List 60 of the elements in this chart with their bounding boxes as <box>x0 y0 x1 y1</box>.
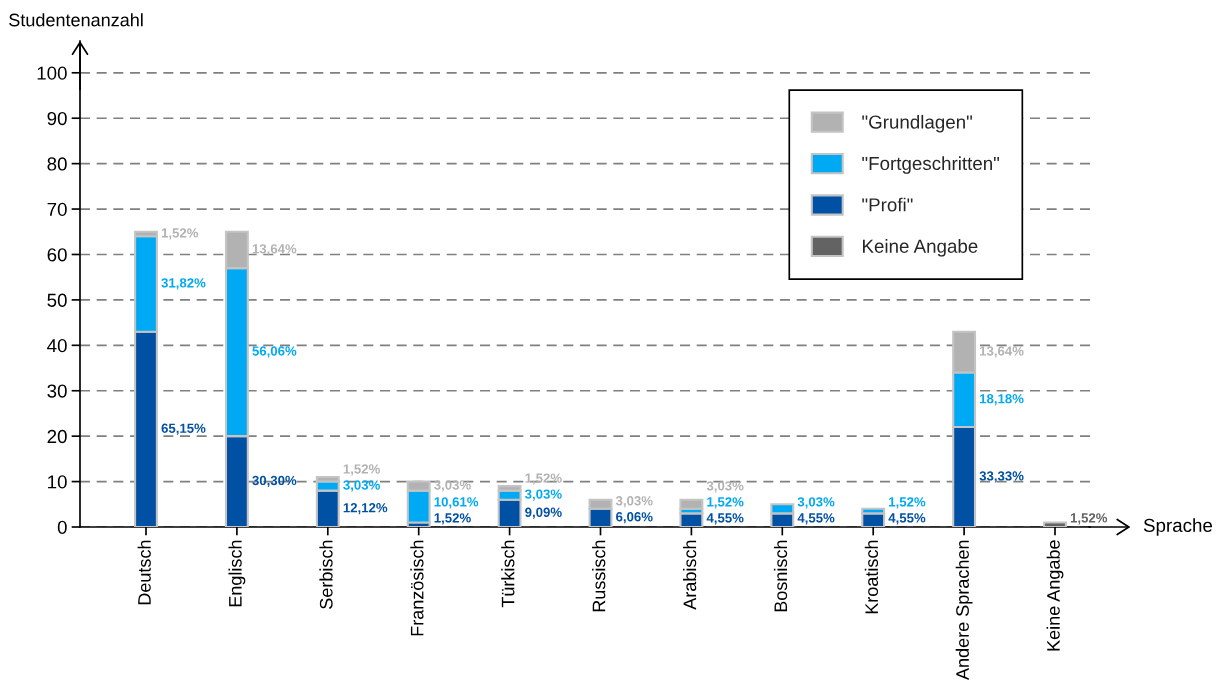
x-tick-label: Türkisch <box>501 540 515 608</box>
legend-label: Keine Angabe <box>863 239 978 257</box>
annotation: 13,64% <box>252 244 297 256</box>
annotation: 33,33% <box>979 471 1024 483</box>
annotation: 13,64% <box>980 346 1024 358</box>
annotation: 6,06% <box>616 512 653 524</box>
y-tick-label: 0 <box>57 520 67 534</box>
x-tick-label: Andere Sprachen <box>955 540 973 680</box>
y-tick-label: 50 <box>47 293 67 307</box>
annotation: 3,03% <box>797 497 835 509</box>
annotation: 3,03% <box>615 496 653 508</box>
y-tick-label: 70 <box>47 202 67 217</box>
y-tick-label: 20 <box>47 429 67 444</box>
x-tick-label: Russisch <box>592 540 606 612</box>
annotation: 3,03% <box>343 480 380 492</box>
annotation: 9,09% <box>525 507 562 519</box>
bar <box>861 512 886 527</box>
annotation: 12,12% <box>343 503 388 515</box>
bar <box>679 512 704 527</box>
bar <box>679 498 704 510</box>
y-tick-label: 100 <box>37 66 67 80</box>
annotation: 3,03% <box>524 489 562 501</box>
y-tick-label: 10 <box>48 475 67 489</box>
annotation: 1,52% <box>707 497 744 509</box>
annotation: 10,61% <box>434 497 479 509</box>
annotation: 1,52% <box>889 497 926 509</box>
annotation: 3,03% <box>706 481 744 493</box>
bar <box>1043 521 1067 527</box>
annotation: 65,15% <box>161 423 206 435</box>
y-tick-label: 60 <box>47 248 67 262</box>
annotation: 1,52% <box>525 473 562 485</box>
annotation: 30,30% <box>252 475 297 488</box>
x-tick-label: Keine Angabe <box>1046 540 1064 651</box>
y-tick-label: 90 <box>47 111 67 126</box>
annotation: 4,55% <box>888 513 926 525</box>
legend-label: "Profi" <box>862 197 913 212</box>
x-axis-title: Sprache <box>1143 518 1213 536</box>
legend-label: "Fortgeschritten" <box>862 156 1000 174</box>
annotation: 56,06% <box>252 346 297 358</box>
x-tick-label: Arabisch <box>682 540 697 610</box>
annotation: 4,55% <box>706 513 744 525</box>
annotation: 1,52% <box>161 228 199 240</box>
x-tick-label: Bosnisch <box>773 540 788 612</box>
x-tick-label: Französisch <box>410 540 424 636</box>
annotation: 1,52% <box>1070 513 1108 525</box>
annotation: 1,52% <box>343 464 380 476</box>
x-tick-label: Serbisch <box>319 540 333 609</box>
x-tick-label: Englisch <box>228 540 246 607</box>
y-axis-title: Studentenanzahl <box>9 13 143 27</box>
legend-label: "Grundlagen" <box>862 114 972 133</box>
annotation: 18,18% <box>980 394 1024 406</box>
annotation: 3,03% <box>434 480 471 492</box>
x-tick-label: Deutsch <box>137 540 151 605</box>
annotation: 31,82% <box>161 278 206 290</box>
annotation: 1,52% <box>434 513 471 525</box>
y-tick-label: 30 <box>47 384 67 398</box>
x-tick-label: Kroatisch <box>864 540 879 614</box>
y-tick-label: 80 <box>47 157 67 171</box>
y-tick-label: 40 <box>47 339 67 353</box>
annotation: 4,55% <box>797 513 835 525</box>
